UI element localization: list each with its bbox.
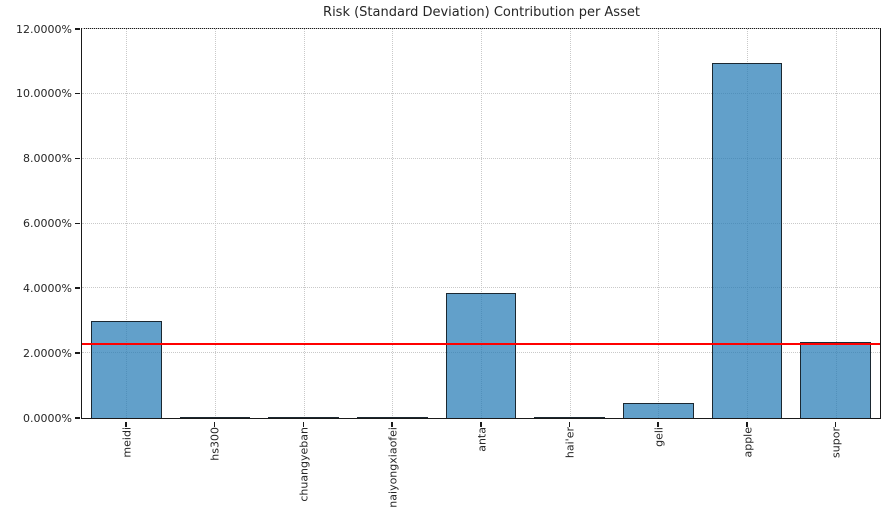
x-tick-label-geli: geli [652,427,666,447]
x-tick-mark [480,421,482,427]
bar-apple [711,63,783,418]
bar-hs300 [179,417,251,418]
y-tick-mark [75,92,80,95]
y-tick-label: 12.0000% [16,22,72,36]
bar-naiyongxiaofei [356,417,428,418]
x-tick-mark [657,421,659,427]
y-tick-mark [75,28,80,30]
x-tick-mark [391,421,393,427]
bar-geli [622,403,694,418]
x-tick-label-hs300: hs300 [208,427,222,461]
x-tick-label-chuangyeban: chuangyeban [297,427,311,502]
y-tick-mark [75,222,80,224]
v-gridline [214,29,216,418]
y-tick-label: 0.0000% [23,411,72,425]
v-gridline [835,29,837,418]
y-tick-label: 6.0000% [23,217,72,230]
x-tick-label-supor: supor [829,427,843,458]
bar-hai'er [534,417,606,418]
x-tick-label-naiyongxiaofei: naiyongxiaofei [386,427,400,508]
x-tick-label-apple: apple [741,427,754,458]
y-axis-labels: 0.0000% 2.0000% 4.0000% 6.0000% 8.0000% 10.00… [0,23,72,425]
y-tick-label: 2.0000% [23,346,72,360]
v-gridline [392,29,394,418]
y-tick-label: 4.0000% [23,281,72,295]
v-gridline [658,29,660,418]
y-tick-mark [75,352,80,354]
bar-supor [800,342,872,418]
bar-chuangyeban [268,417,340,418]
bar-anta [445,293,517,418]
x-tick-mark [302,421,305,427]
x-tick-label-hai'er: hai'er [563,427,577,459]
x-axis-labels: meidi hs300 chuangyeban naiyongxiaofei anta h… [83,427,881,527]
v-gridline [569,29,571,418]
y-tick-mark [75,287,80,289]
y-tick-mark [75,417,80,419]
x-tick-label-meidi: meidi [120,427,134,458]
h-gridline [82,28,880,29]
y-tick-label: 10.0000% [16,87,72,101]
x-tick-mark [568,421,571,427]
y-tick-mark [75,157,80,160]
x-tick-mark [125,421,127,427]
y-tick-label: 8.0000% [23,152,72,166]
v-gridline [481,29,482,418]
plot-area [75,28,881,427]
v-gridline [303,29,305,418]
v-gridline [126,29,128,418]
chart-title: Risk (Standard Deviation) Contribution p… [323,5,640,20]
x-tick-mark [834,421,837,427]
x-tick-label-anta: anta [475,427,488,452]
reference-line [82,342,880,345]
x-tick-mark [213,421,216,427]
x-tick-mark [746,421,748,427]
bar-meidi [90,320,162,418]
